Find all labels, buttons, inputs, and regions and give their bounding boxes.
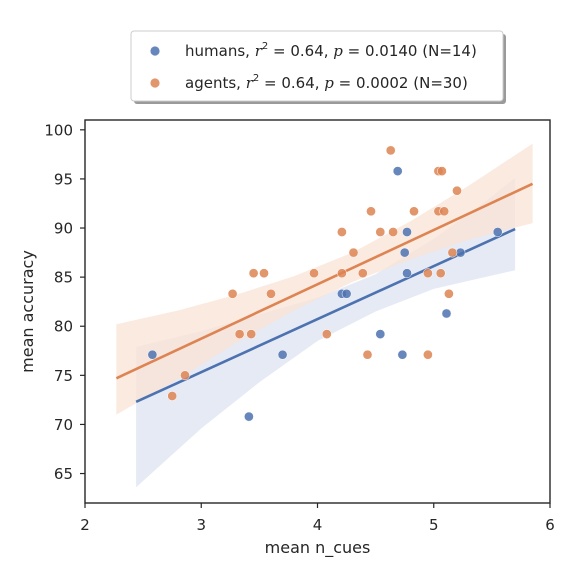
point-humans-14 [492, 227, 503, 237]
regression-line-humans [135, 227, 516, 404]
x-axis-label: mean n_cues [265, 538, 371, 558]
confidence-band-agents [116, 143, 533, 415]
point-agents-16 [366, 206, 376, 217]
point-agents-15 [362, 349, 373, 360]
legend-marker-agents [150, 78, 160, 88]
y-axis-ticks: 65 70 75 80 85 90 95 100 [44, 121, 85, 483]
regression-line-agents [115, 182, 534, 380]
y-tick-label: 90 [54, 220, 73, 238]
point-humans-3 [277, 349, 288, 360]
point-humans-8 [397, 349, 408, 360]
point-agents-12 [337, 268, 347, 279]
x-tick-label: 4 [313, 516, 323, 534]
point-humans-9 [399, 247, 410, 258]
legend-marker-humans [150, 46, 160, 56]
legend-items: humans, r2 = 0.64, p = 0.0140 (N=14) agen… [150, 41, 477, 92]
point-agents-9 [309, 268, 319, 279]
legend-box [130, 30, 504, 102]
point-agents-28 [444, 288, 454, 299]
y-axis-label: mean accuracy [18, 250, 37, 373]
point-agents-29 [447, 247, 458, 258]
legend-label-humans: humans, r2 = 0.64, p = 0.0140 (N=14) [185, 41, 477, 60]
x-tick-label: 2 [80, 516, 90, 534]
point-agents-18 [385, 145, 396, 156]
point-agents-30 [452, 185, 462, 196]
point-agents-7 [259, 268, 269, 279]
point-agents-11 [337, 227, 347, 237]
y-tick-label: 65 [54, 465, 73, 483]
point-agents-4 [234, 329, 245, 339]
point-humans-5 [341, 288, 352, 299]
point-humans-7 [392, 166, 403, 176]
y-tick-label: 85 [54, 269, 73, 287]
data-points [147, 145, 503, 422]
point-humans-12 [441, 308, 452, 319]
x-tick-label: 5 [429, 516, 439, 534]
point-humans-13 [455, 247, 466, 258]
point-agents-3 [227, 288, 238, 299]
point-agents-22 [423, 349, 433, 360]
x-tick-label: 3 [196, 516, 206, 534]
point-humans-2 [244, 411, 254, 422]
y-tick-label: 80 [54, 318, 73, 336]
y-tick-label: 100 [44, 121, 73, 139]
x-axis-ticks: 2 3 4 5 6 [80, 503, 555, 534]
point-agents-6 [248, 268, 259, 279]
point-humans-11 [402, 268, 412, 279]
legend-label-agents: agents, r2 = 0.64, p = 0.0002 (N=30) [185, 73, 468, 92]
point-humans-10 [402, 227, 412, 237]
point-agents-17 [375, 227, 386, 237]
y-tick-label: 95 [54, 170, 73, 188]
legend: humans, r2 = 0.64, p = 0.0140 (N=14) agen… [130, 30, 506, 104]
point-agents-20 [409, 206, 419, 217]
point-agents-1 [167, 391, 178, 401]
point-agents-10 [321, 329, 332, 339]
y-tick-label: 70 [54, 416, 73, 434]
x-tick-label: 6 [545, 516, 555, 534]
point-agents-24 [437, 166, 447, 176]
point-agents-21 [423, 268, 433, 279]
point-agents-26 [439, 206, 450, 217]
point-agents-13 [348, 247, 359, 258]
point-agents-5 [246, 329, 257, 339]
point-agents-2 [180, 370, 190, 381]
point-agents-19 [388, 227, 398, 237]
point-humans-6 [375, 329, 386, 339]
point-agents-14 [357, 268, 368, 279]
point-humans-1 [147, 349, 158, 360]
point-agents-27 [435, 268, 446, 279]
y-tick-label: 75 [54, 367, 73, 385]
point-agents-8 [266, 288, 276, 299]
regression-lines [115, 182, 534, 404]
